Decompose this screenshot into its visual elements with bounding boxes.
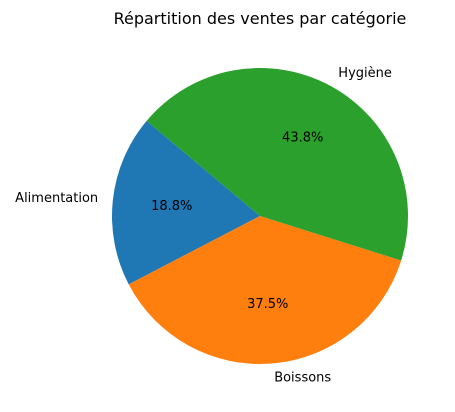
percent-label-alimentation: 18.8% [151, 199, 192, 214]
category-label-hygiene: Hygiène [338, 66, 392, 81]
percent-label-boissons: 37.5% [247, 297, 288, 312]
pie-labels: Alimentation 18.8% Boissons 37.5% Hygiène 43.… [15, 66, 392, 386]
pie-slice-alimentation [112, 120, 260, 285]
pie-slice-boissons [128, 216, 402, 365]
category-label-alimentation: Alimentation [15, 191, 98, 206]
pie-slices [112, 68, 408, 365]
pie-slice-hygiene [146, 68, 408, 261]
percent-label-hygiene: 43.8% [282, 131, 323, 146]
category-label-boissons: Boissons [274, 371, 331, 386]
chart-title: Répartition des ventes par catégorie [114, 9, 407, 28]
